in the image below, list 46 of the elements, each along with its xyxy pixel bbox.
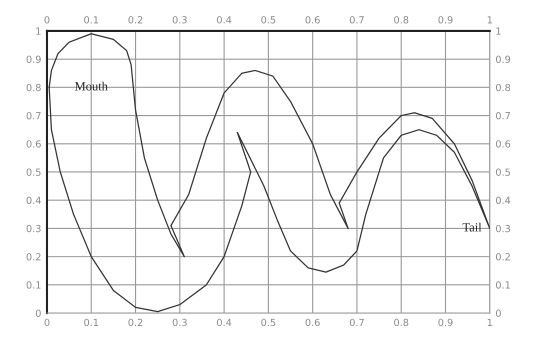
annotation: Tail [462,222,482,232]
y2-tick-label: 0.7 [496,112,510,120]
x-tick-label: 1 [488,318,492,326]
x2-tick-label: 0.6 [306,16,320,24]
y-tick-label: 0.9 [26,56,41,63]
x-tick-label: 0 [44,318,50,326]
y-tick-label: 0.6 [26,140,41,148]
x-tick-label: 0.6 [306,318,320,326]
x2-tick-label: 0.3 [172,16,187,24]
annotation: Mouth [74,82,108,90]
y2-tick-label: 0.6 [496,140,510,148]
x-tick-label: 0.2 [128,318,142,326]
y2-tick-label: 0 [496,310,501,317]
y2-tick-label: 0.1 [496,281,510,289]
x2-tick-label: 0.2 [128,16,142,24]
y2-tick-label: 0.8 [496,84,510,92]
y2-tick-label: 0.3 [496,224,510,232]
y-tick-label: 0.8 [26,84,41,92]
x2-tick-label: 0.9 [438,16,453,24]
y-tick-label: 1 [36,28,41,35]
y-tick-label: 0.1 [26,281,41,289]
x2-tick-label: 1 [488,16,492,24]
x-tick-label: 0.3 [172,318,187,326]
y2-tick-label: 0.5 [496,168,510,176]
x2-tick-label: 0.7 [350,16,364,24]
y2-tick-label: 1 [496,28,501,35]
x2-tick-label: 0.8 [394,16,408,24]
x-tick-label: 0.9 [438,318,453,326]
y2-tick-label: 0.2 [496,253,510,260]
y-tick-label: 0.2 [26,253,40,260]
y-tick-label: 0.7 [26,112,41,120]
y-tick-label: 0.4 [26,196,41,204]
x-tick-label: 0.7 [350,318,364,326]
x2-tick-label: 0.4 [217,16,232,24]
x-tick-label: 0.5 [261,318,276,326]
y2-tick-label: 0.4 [496,196,510,204]
x2-tick-label: 0.1 [84,16,98,24]
x2-tick-label: 0.5 [261,16,276,24]
y-tick-label: 0.3 [26,224,41,232]
y-tick-label: 0.5 [26,168,41,176]
x-tick-label: 0.8 [394,318,408,326]
x-tick-label: 0.1 [84,318,98,326]
x2-tick-label: 0 [44,16,50,24]
y2-tick-label: 0.9 [496,56,510,63]
y-tick-label: 0 [36,310,41,317]
x-tick-label: 0.4 [217,318,232,326]
